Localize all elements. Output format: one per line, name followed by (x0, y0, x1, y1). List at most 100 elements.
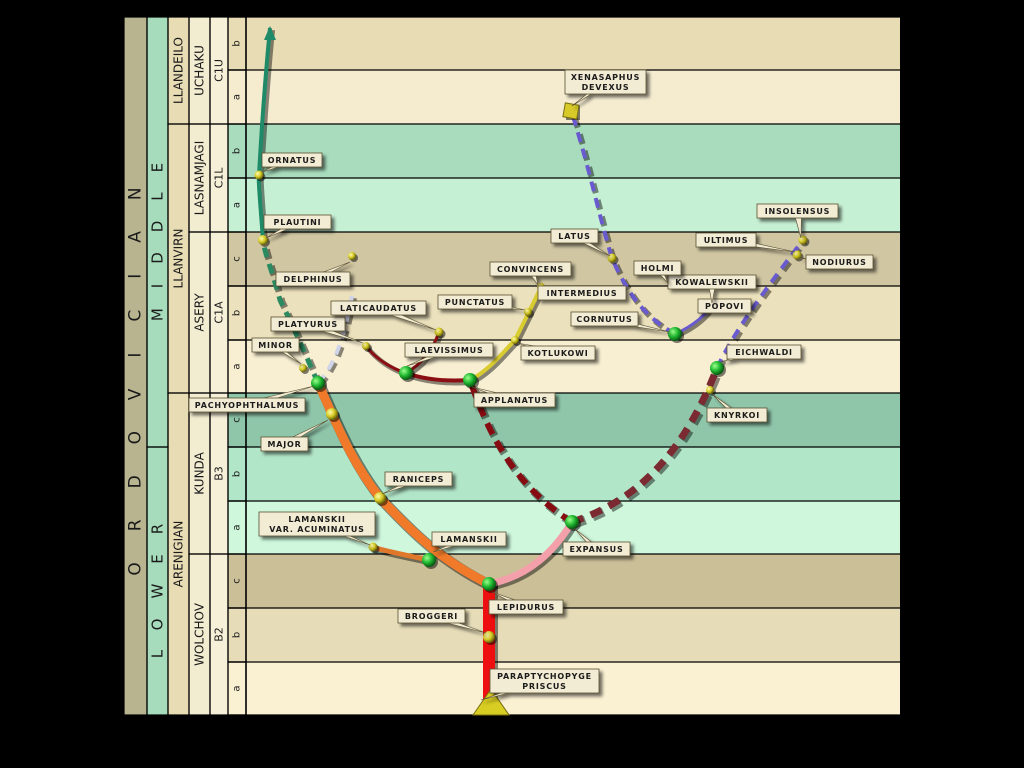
series-column (147, 17, 168, 715)
series-label: LOWER (149, 504, 167, 658)
taxon-label-intermedius: INTERMEDIUS (537, 285, 627, 301)
priscus-node (472, 688, 510, 716)
taxon-label-box (520, 345, 596, 361)
subzone-letter: b (232, 310, 243, 316)
taxon-label-box (695, 232, 757, 248)
stage-label: LLANDEILO (172, 37, 186, 104)
taxon-name: MINOR (258, 341, 293, 350)
regional-stage-label: ASERY (193, 293, 207, 332)
taxon-label-latus: LATUS (550, 228, 611, 257)
system-column (124, 17, 147, 715)
branch-expansus-applanatus (467, 379, 574, 525)
taxon-label-box (667, 274, 757, 290)
taxon-name: KOWALEWSKII (675, 278, 748, 287)
taxon-name: ORNATUS (268, 156, 317, 165)
system-label: ORDOVICIAN (126, 156, 146, 575)
plautini-node (258, 235, 268, 245)
taxon-label-box (756, 203, 839, 219)
index-label: B3 (213, 466, 226, 481)
laticaudatus-node (434, 327, 444, 337)
lamanskii-node (422, 553, 436, 567)
series-border (146, 16, 169, 716)
stage-label: LLANVIRN (172, 229, 186, 289)
taxon-name: LAMANSKII (288, 515, 345, 524)
taxon-label-popovi: POPOVI (697, 298, 752, 314)
punctatus-node (524, 308, 532, 316)
regional-stage-label: LASNAMJAGI (193, 141, 207, 216)
branch-eichwaldi-insolensus (715, 238, 805, 369)
subzone-letter: a (232, 202, 243, 208)
taxon-label-punctatus: PUNCTATUS (437, 294, 526, 311)
acuminatus-node (368, 542, 378, 552)
taxon-label-applanatus: APPLANATUS (471, 386, 556, 408)
index-label: C1A (213, 301, 226, 324)
subzone-letter: b (232, 148, 243, 154)
lepidurus-node (482, 577, 496, 591)
branch-plautini-ornatus (256, 27, 272, 241)
expansus-node (565, 515, 579, 529)
taxon-label-insolensus: INSOLENSUS (756, 203, 839, 239)
taxon-name: INTERMEDIUS (547, 289, 618, 298)
taxon-label-minor: MINOR (251, 337, 302, 365)
taxon-name: MAJOR (267, 440, 301, 449)
regional-stage-label: UCHAKU (193, 45, 207, 96)
taxon-name: POPOVI (705, 302, 744, 311)
delphinus-node (348, 252, 356, 260)
taxon-name: PLATYURUS (278, 320, 338, 329)
taxon-label-box (404, 342, 494, 358)
taxon-name: HOLMI (641, 264, 675, 273)
taxon-label-box (489, 261, 572, 277)
platyurus-node (362, 342, 370, 350)
taxon-label-nodiurus: NODIURUS (799, 254, 874, 270)
taxon-label-box (473, 392, 556, 408)
taxon-name: PRISCUS (522, 682, 567, 691)
taxon-label-box (263, 214, 332, 230)
branch-minor-plautini (260, 239, 321, 384)
taxon-name: CORNUTUS (576, 315, 632, 324)
taxon-name: RANICEPS (393, 475, 444, 484)
subzone-letter: c (232, 578, 243, 584)
broggeri-node (483, 631, 495, 643)
taxon-label-box (330, 300, 427, 316)
laevissimus-node (399, 366, 413, 380)
taxon-label-holmi: HOLMI (633, 260, 682, 284)
subzone-letter: b (232, 471, 243, 477)
taxon-label-lepidurus: LEPIDURUS (488, 591, 564, 615)
taxon-label-kowalewskii: KOWALEWSKII (667, 274, 757, 304)
zone-band-c1l_b (228, 124, 900, 178)
regional-stage-label: KUNDA (193, 451, 207, 494)
taxon-name: EICHWALDI (735, 348, 793, 357)
branch-expansus-eichwaldi (570, 366, 721, 526)
regional-stage-column (189, 17, 210, 715)
taxon-label-box (550, 228, 599, 244)
taxon-label-plautini: PLAUTINI (263, 214, 332, 239)
taxon-name: NODIURUS (812, 258, 866, 267)
taxon-label-pachyophthalmus: PACHYOPHTHALMUS (188, 385, 315, 413)
taxon-label-box (562, 541, 631, 557)
taxon-label-cornutus: CORNUTUS (570, 311, 671, 333)
taxon-name: LAMANSKII (440, 535, 497, 544)
taxon-label-delphinus: DELPHINUS (275, 261, 351, 287)
taxon-name: EXPANSUS (569, 545, 623, 554)
taxon-name: ULTIMUS (704, 236, 749, 245)
ornatus-arrowhead (264, 26, 276, 40)
taxon-label-ornatus: ORNATUS (261, 152, 323, 173)
taxon-name: LATUS (558, 232, 590, 241)
taxon-label-box (570, 311, 639, 327)
taxon-name: INSOLENSUS (765, 207, 831, 216)
taxon-name: LAEVISSIMUS (414, 346, 483, 355)
taxon-label-knyrkoi: KNYRKOI (706, 393, 768, 423)
taxon-label-ultimus: ULTIMUS (695, 232, 796, 253)
taxon-name: BROGGERI (405, 612, 458, 621)
taxon-label-convincens: CONVINCENS (489, 261, 572, 286)
subzone-letter: b (232, 632, 243, 638)
taxon-name: DEVEXUS (582, 83, 630, 92)
applanatus-node (463, 373, 477, 387)
index-label: C1L (213, 167, 226, 189)
taxon-label-box (270, 316, 346, 332)
taxon-name: VAR. ACUMINATUS (269, 525, 364, 534)
taxon-label-box (489, 668, 600, 694)
